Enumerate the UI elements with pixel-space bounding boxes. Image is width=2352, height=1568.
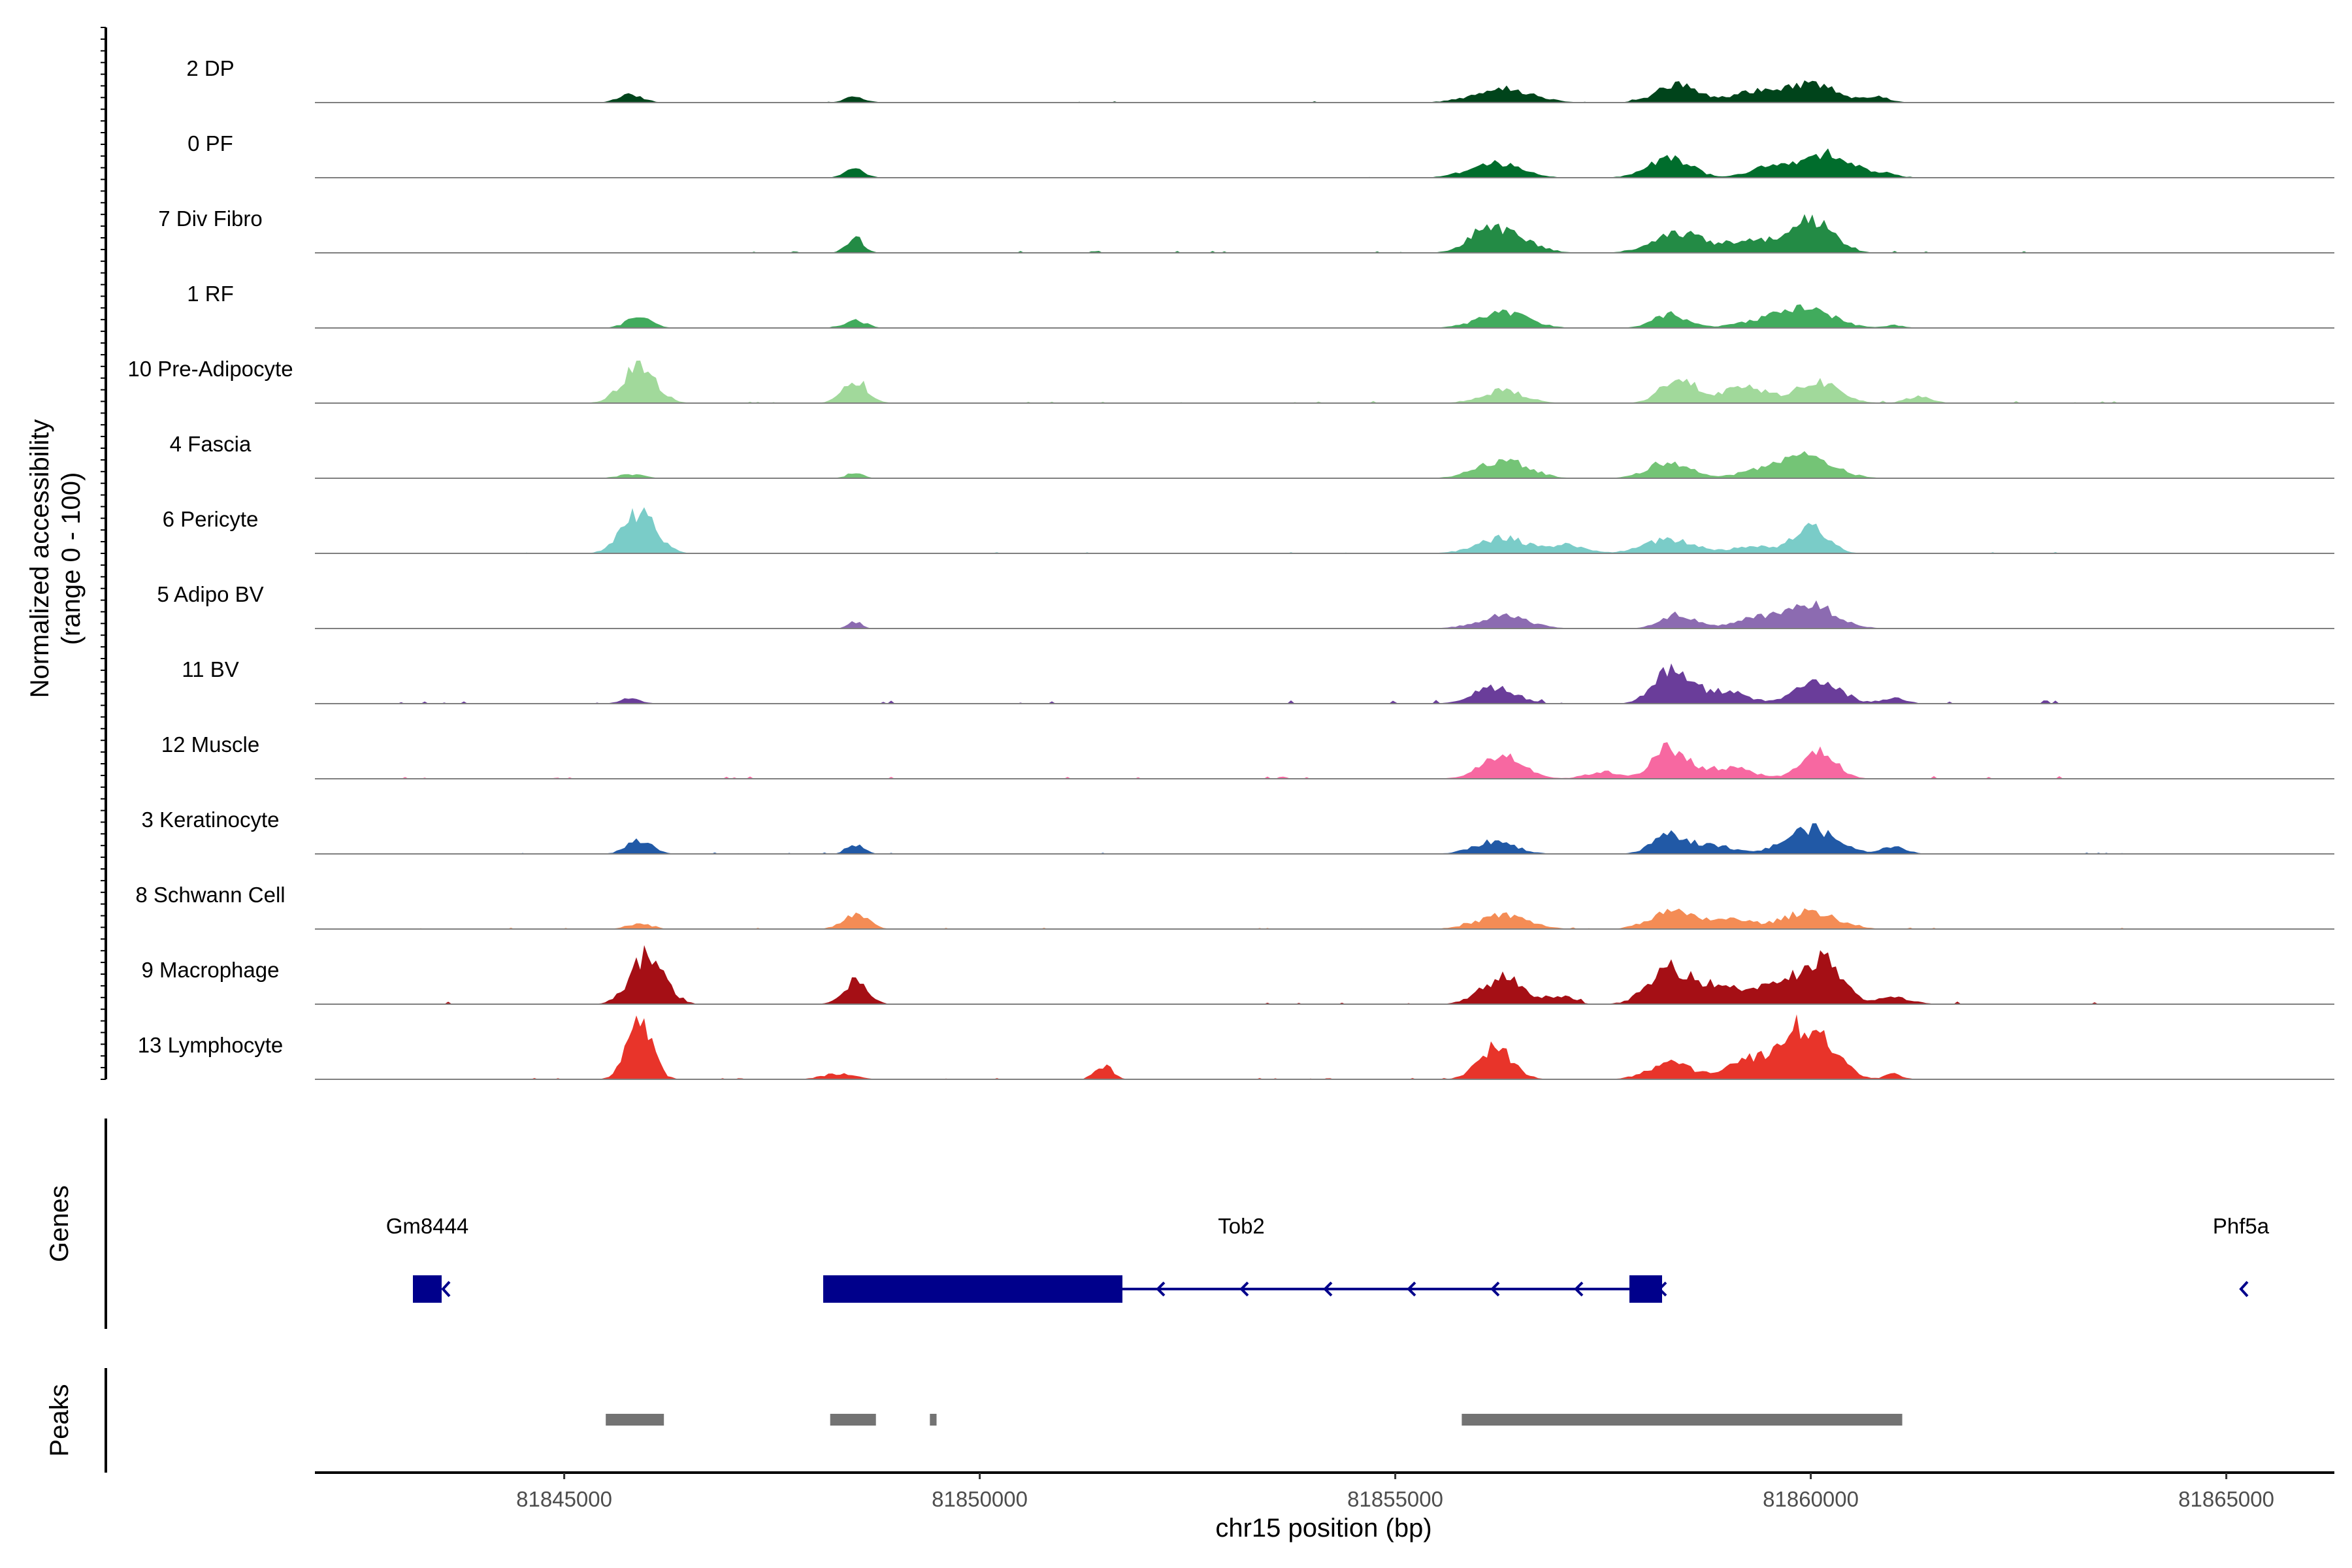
strand-arrow-icon <box>1407 1281 1416 1297</box>
track-label-10-pre-adipocyte: 10 Pre-Adipocyte <box>127 357 293 381</box>
gene-exon-tob2-3prime <box>823 1275 1122 1303</box>
strand-arrow-icon <box>1658 1281 1667 1297</box>
strand-arrow-icon <box>1323 1281 1333 1297</box>
coverage-area-13-lymphocyte <box>315 1014 2334 1079</box>
track-label-9-macrophage: 9 Macrophage <box>142 958 280 982</box>
x-tick-label: 81860000 <box>1763 1487 1859 1511</box>
track-label-2-dp: 2 DP <box>186 56 234 80</box>
strand-arrow-icon <box>1490 1281 1500 1297</box>
coverage-area-10-pre-adipocyte <box>315 360 2334 403</box>
strand-arrow-icon <box>441 1281 451 1298</box>
coverage-area-0-pf <box>315 148 2334 178</box>
track-label-12-muscle: 12 Muscle <box>161 732 259 757</box>
track-label-8-schwann-cell: 8 Schwann Cell <box>135 883 285 907</box>
strand-arrow-icon <box>1574 1281 1584 1297</box>
gene-label-gm8444: Gm8444 <box>386 1214 469 1238</box>
strand-arrow-icon <box>1156 1281 1166 1297</box>
gene-exon-tob2-5prime <box>1629 1275 1662 1303</box>
coverage-y-ticks <box>101 27 106 1080</box>
peak-region <box>830 1414 876 1426</box>
track-labels: 2 DP 0 PF 7 Div Fibro 1 RF 10 Pre-Adipocyte 4… <box>127 56 293 1057</box>
track-label-1-rf: 1 RF <box>187 282 234 306</box>
peak-region <box>930 1414 937 1426</box>
peaks-axis-label: Peaks <box>45 1384 74 1456</box>
genes-axis-label: Genes <box>45 1185 74 1262</box>
coverage-area-2-dp <box>315 80 2334 103</box>
coverage-area-8-schwann-cell <box>315 908 2334 929</box>
track-label-0-pf: 0 PF <box>188 131 233 155</box>
coverage-area-5-adipo-bv <box>315 600 2334 629</box>
strand-arrow-icon <box>1239 1281 1249 1297</box>
track-label-11-bv: 11 BV <box>182 657 238 681</box>
coverage-area-7-div-fibro <box>315 214 2334 253</box>
x-tick-label: 81865000 <box>2178 1487 2274 1511</box>
coverage-area-12-muscle <box>315 742 2334 779</box>
x-tick-label: 81850000 <box>932 1487 1028 1511</box>
coverage-area-4-fascia <box>315 451 2334 478</box>
gene-label-phf5a: Phf5a <box>2213 1214 2270 1238</box>
track-label-13-lymphocyte: 13 Lymphocyte <box>138 1033 284 1057</box>
peak-regions <box>606 1414 1903 1426</box>
strand-arrow-icon <box>2239 1281 2249 1298</box>
coverage-y-label-line1: Normalized accessibility <box>25 419 54 698</box>
peak-region <box>1462 1414 1903 1426</box>
x-axis-label: chr15 position (bp) <box>1215 1514 1431 1543</box>
track-label-5-adipo-bv: 5 Adipo BV <box>157 582 263 606</box>
coverage-tracks <box>315 80 2334 1080</box>
x-tick-label: 81855000 <box>1347 1487 1443 1511</box>
gene-models: Gm8444 Tob2 Phf5a <box>386 1214 2270 1303</box>
x-axis-ticks: 81845000 81850000 81855000 81860000 81865000 <box>516 1473 2274 1511</box>
track-label-7-div-fibro: 7 Div Fibro <box>158 206 263 231</box>
track-label-3-keratinocyte: 3 Keratinocyte <box>142 808 280 832</box>
coverage-area-1-rf <box>315 304 2334 328</box>
coverage-area-11-bv <box>315 663 2334 704</box>
gene-label-tob2: Tob2 <box>1218 1214 1265 1238</box>
peak-region <box>606 1414 664 1426</box>
coverage-y-label-line2: (range 0 - 100) <box>57 472 86 645</box>
coverage-area-9-macrophage <box>315 945 2334 1004</box>
gene-exon-gm8444 <box>413 1275 442 1303</box>
track-label-6-pericyte: 6 Pericyte <box>163 507 259 531</box>
track-label-4-fascia: 4 Fascia <box>170 432 252 456</box>
x-tick-label: 81845000 <box>516 1487 612 1511</box>
coverage-area-6-pericyte <box>315 507 2334 553</box>
coverage-area-3-keratinocyte <box>315 823 2334 854</box>
